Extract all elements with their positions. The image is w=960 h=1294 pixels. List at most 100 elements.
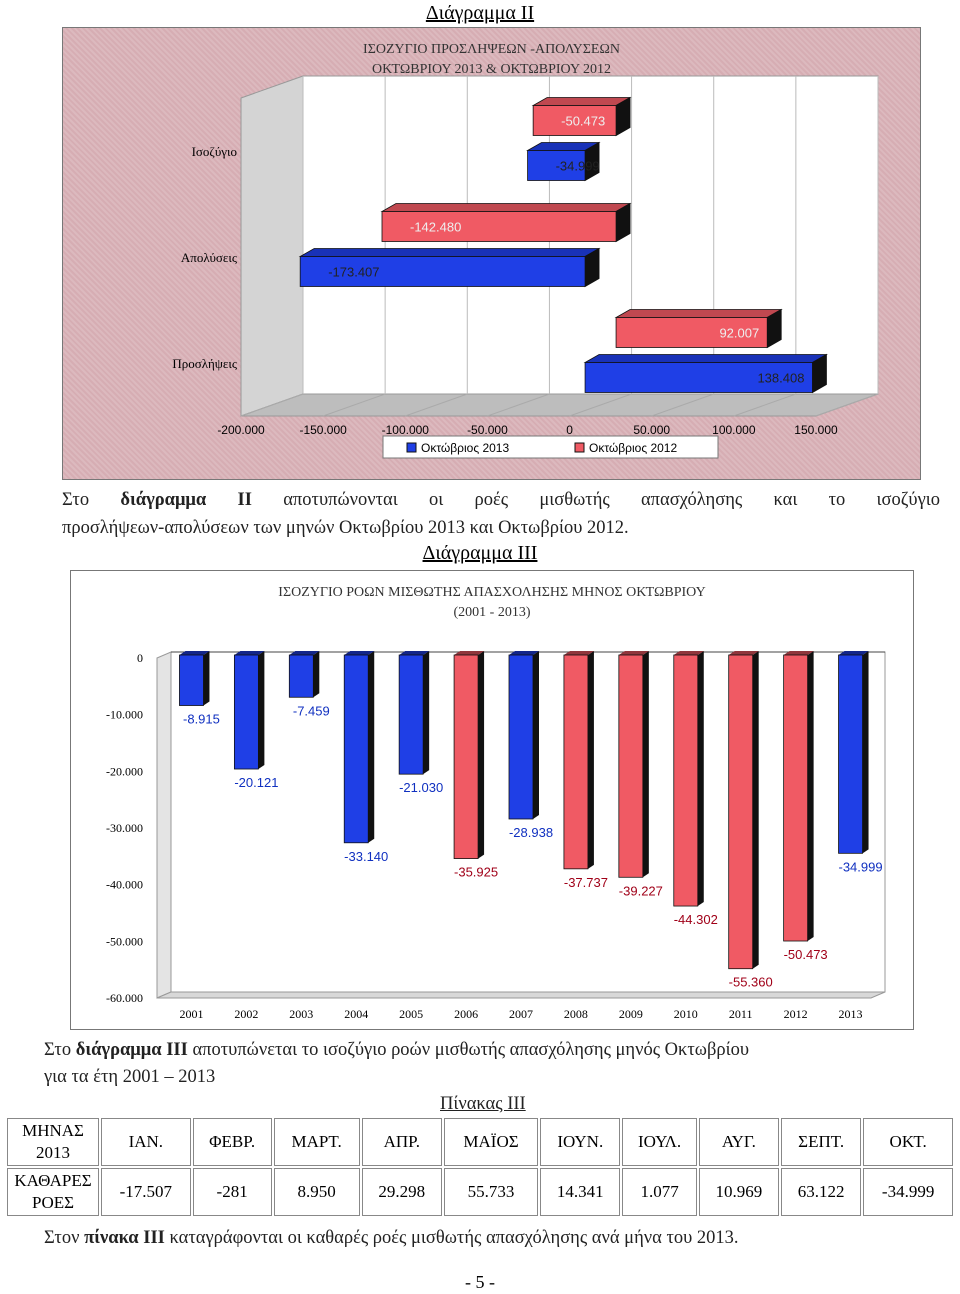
diagram2-plot: -200.000 -150.000 -100.000 -50.000 0 50.000 10… (172, 75, 879, 459)
page-number: - 5 - (465, 1272, 495, 1292)
data-label: -21.030 (399, 780, 443, 795)
data-label: -142.480 (410, 220, 461, 235)
x-tick-label: -100.000 (382, 423, 430, 437)
bar-side (368, 651, 375, 843)
bar-2004 (343, 654, 369, 844)
table3: ΜΗΝΑΣ 2013 ΙΑΝ. ΦΕΒΡ. ΜΑΡΤ. ΑΠΡ. ΜΑΪΟΣ ΙΟ… (5, 1116, 955, 1218)
bar-side (642, 651, 649, 878)
bar-2006 (453, 654, 479, 859)
x-tick-label: 2007 (509, 1007, 533, 1021)
bar-top (838, 651, 869, 655)
table-cell: ΙΟΥΝ. (540, 1118, 621, 1166)
gridline (405, 393, 468, 417)
x-tick-label: 2012 (784, 1007, 808, 1021)
gridline (240, 393, 304, 417)
bar-top (289, 651, 320, 655)
legend-label-oct2012: Οκτώβριος 2012 (589, 441, 677, 455)
x-tick-label: 2013 (839, 1007, 863, 1021)
table-cell: ΜΑΪΟΣ (443, 1118, 539, 1166)
gridline (322, 393, 386, 417)
bar-side (478, 651, 485, 859)
diagram2-title-line1: ΙΣΟΖΥΓΙΟ ΠΡΟΣΛΗΨΕΩΝ -ΑΠΟΛΥΣΕΩΝ (363, 42, 620, 57)
data-label: -55.360 (729, 975, 773, 990)
gridline (487, 393, 550, 417)
diagram3-heading: Διάγραμμα ΙΙΙ (422, 542, 538, 564)
x-tick-label: 2004 (344, 1007, 368, 1021)
diagram2-title-line2: ΟΚΤΩΒΡΙΟΥ 2013 & ΟΚΤΩΒΡΙΟΥ 2012 (371, 62, 612, 77)
para2-line1: Στο διάγραμμα ΙΙΙ αποτυπώνεται το ισοζύγ… (44, 1040, 749, 1060)
diagram2-heading: Διάγραμμα ΙΙ (425, 2, 535, 24)
para1-line2: προσλήψεων-απολύσεων των μηνών Οκτωβρίου… (62, 518, 629, 538)
bar-top (614, 309, 783, 318)
table-cell: 8.950 (273, 1168, 360, 1216)
y-tick-label: 0 (137, 651, 143, 665)
table-cell: -34.999 (863, 1168, 953, 1216)
table-cell: ΙΟΥΛ. (622, 1118, 697, 1166)
data-label: -7.459 (293, 703, 330, 718)
x-tick-label: 2008 (564, 1007, 588, 1021)
gridline (733, 393, 797, 417)
x-tick-label: 2010 (674, 1007, 698, 1021)
table3-flows-header: ΚΑΘΑΡΕΣ ΡΟΕΣ (7, 1168, 99, 1216)
table3-heading: Πίνακας ΙΙΙ (440, 1094, 526, 1114)
table-cell: -281 (192, 1168, 272, 1216)
table-cell: -17.507 (101, 1168, 191, 1216)
bar-side (258, 651, 265, 770)
bar-top (783, 651, 814, 655)
data-label: -8.915 (183, 712, 220, 727)
category-label: Ισοζύγιο (192, 144, 237, 159)
data-label: -34.999 (838, 859, 882, 874)
y-tick-label: -50.000 (106, 934, 143, 948)
bar-side (807, 651, 814, 942)
data-label: -28.938 (509, 825, 553, 840)
bar-top (399, 651, 430, 655)
table-row: ΚΑΘΑΡΕΣ ΡΟΕΣ -17.507 -281 8.950 29.298 55… (7, 1168, 953, 1216)
bar-top (618, 651, 649, 655)
bar-oct2012 (615, 317, 768, 348)
bar-oct2013 (299, 256, 586, 287)
bar-2010 (673, 654, 699, 907)
table-cell: ΣΕΠΤ. (781, 1118, 862, 1166)
data-label: -20.121 (234, 775, 278, 790)
table-cell: ΑΠΡ. (361, 1118, 442, 1166)
bar-2007 (508, 654, 534, 820)
y-tick-label: -30.000 (106, 821, 143, 835)
gridline (569, 393, 632, 417)
bar-2008 (563, 654, 589, 870)
diagram3-title-line1: ΙΣΟΖΥΓΙΟ ΡΟΩΝ ΜΙΣΘΩΤΗΣ ΑΠΑΣΧΟΛΗΣΗΣ ΜΗΝΟΣ… (278, 585, 706, 600)
data-label: -173.407 (328, 265, 379, 280)
table-cell: 10.969 (698, 1168, 780, 1216)
legend-swatch-oct2012 (574, 442, 585, 453)
category-label: Απολύσεις (181, 250, 238, 265)
y-tick-label: -20.000 (106, 764, 143, 778)
table-cell: 1.077 (622, 1168, 697, 1216)
table-row: ΜΗΝΑΣ 2013 ΙΑΝ. ΦΕΒΡ. ΜΑΡΤ. ΑΠΡ. ΜΑΪΟΣ ΙΟ… (7, 1118, 953, 1166)
table-cell: ΦΕΒΡ. (192, 1118, 272, 1166)
side-wall (240, 75, 304, 417)
data-label: -44.302 (674, 912, 718, 927)
bar-top (728, 651, 759, 655)
x-tick-label: 2011 (729, 1007, 753, 1021)
floor (156, 991, 886, 999)
x-tick-label: -50.000 (467, 423, 508, 437)
data-label: -50.473 (561, 114, 605, 129)
legend-box (382, 435, 719, 459)
gridline (651, 393, 714, 417)
table-cell: 14.341 (540, 1168, 621, 1216)
x-tick-label: 50.000 (633, 423, 670, 437)
table-cell: 63.122 (781, 1168, 862, 1216)
table3-month-header: ΜΗΝΑΣ 2013 (7, 1118, 99, 1166)
bar-side (423, 651, 430, 775)
x-tick-label: 2005 (399, 1007, 423, 1021)
para1-line1: Στο διάγραμμα ΙΙ αποτυπώνονται οι ροές μ… (62, 490, 940, 510)
x-tick-label: 2009 (619, 1007, 643, 1021)
bar-top (298, 248, 601, 257)
table-cell: ΟΚΤ. (863, 1118, 953, 1166)
diagram3-chart: ΙΣΟΖΥΓΙΟ ΡΟΩΝ ΜΙΣΘΩΤΗΣ ΑΠΑΣΧΟΛΗΣΗΣ ΜΗΝΟΣ… (70, 570, 914, 1030)
x-tick-label: 2002 (234, 1007, 258, 1021)
data-label: -35.925 (454, 865, 498, 880)
bar-2011 (728, 654, 754, 970)
data-label: -33.140 (344, 849, 388, 864)
x-tick-label: -200.000 (217, 423, 265, 437)
bar-top (673, 651, 704, 655)
